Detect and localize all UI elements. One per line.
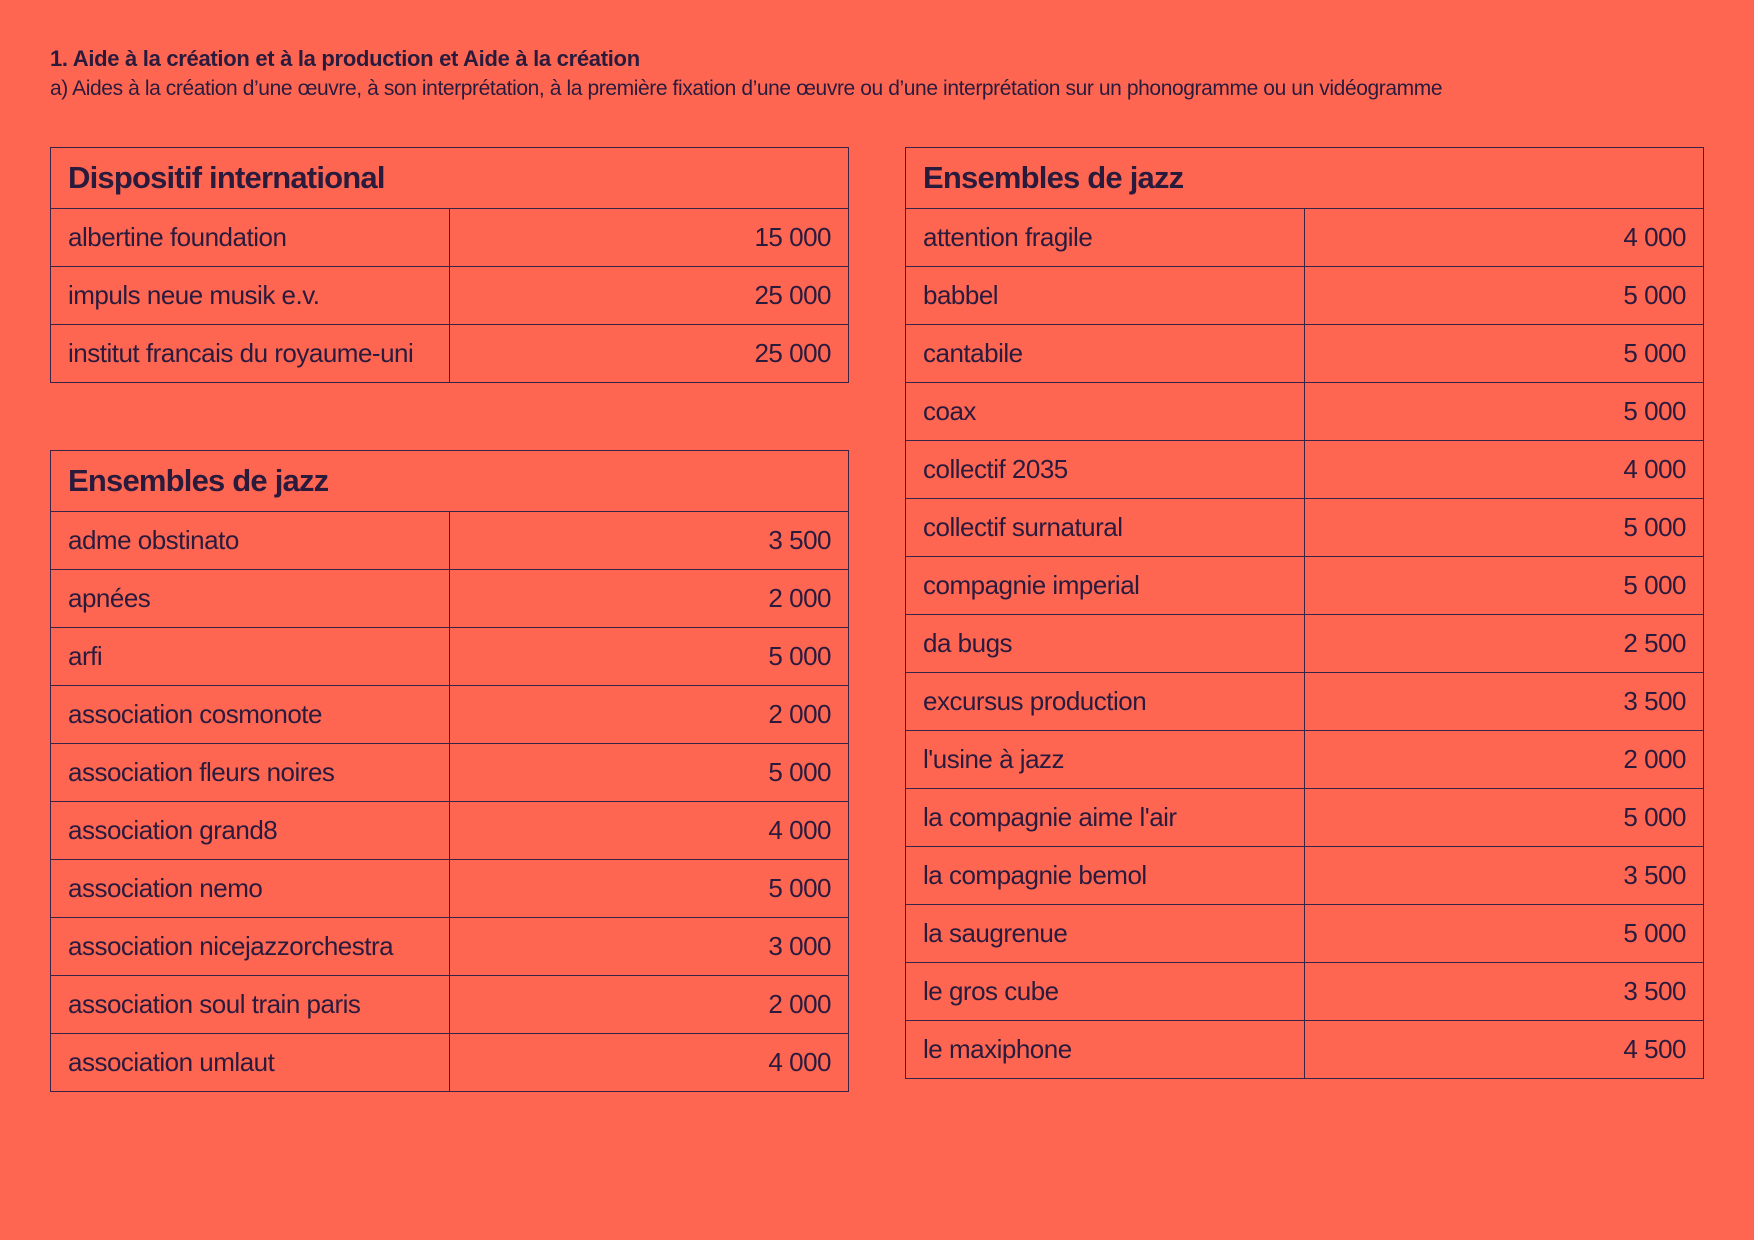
recipient-name: la compagnie bemol: [905, 846, 1305, 905]
table-row: la compagnie aime l'air 5 000: [905, 788, 1704, 847]
recipient-name: le maxiphone: [905, 1020, 1305, 1079]
recipient-name: association grand8: [50, 801, 450, 860]
table-row: collectif 2035 4 000: [905, 440, 1704, 499]
recipient-name: cantabile: [905, 324, 1305, 383]
grant-amount: 2 000: [449, 685, 849, 744]
grant-amount: 5 000: [1304, 266, 1704, 325]
grant-amount: 3 000: [449, 917, 849, 976]
table-row: association soul train paris 2 000: [50, 975, 849, 1034]
grant-amount: 2 000: [1304, 730, 1704, 789]
page-header: 1. Aide à la création et à la production…: [50, 44, 1710, 104]
table-row: association nicejazzorchestra 3 000: [50, 917, 849, 976]
table-row: excursus production 3 500: [905, 672, 1704, 731]
recipient-name: institut francais du royaume-uni: [50, 324, 450, 383]
table-row: le gros cube 3 500: [905, 962, 1704, 1021]
grant-amount: 5 000: [449, 627, 849, 686]
grant-amount: 5 000: [1304, 904, 1704, 963]
recipient-name: adme obstinato: [50, 511, 450, 570]
grant-amount: 25 000: [449, 266, 849, 325]
grant-amount: 5 000: [1304, 788, 1704, 847]
grant-amount: 5 000: [1304, 382, 1704, 441]
table-row: association nemo 5 000: [50, 859, 849, 918]
grant-amount: 4 000: [1304, 208, 1704, 267]
table-row: impuls neue musik e.v. 25 000: [50, 266, 849, 325]
recipient-name: da bugs: [905, 614, 1305, 673]
table-row: institut francais du royaume-uni 25 000: [50, 324, 849, 383]
table-row: arfi 5 000: [50, 627, 849, 686]
table-row: babbel 5 000: [905, 266, 1704, 325]
grant-amount: 15 000: [449, 208, 849, 267]
table-row: cantabile 5 000: [905, 324, 1704, 383]
table-row: coax 5 000: [905, 382, 1704, 441]
recipient-name: albertine foundation: [50, 208, 450, 267]
table-row: la compagnie bemol 3 500: [905, 846, 1704, 905]
table-header-row: Dispositif international: [50, 147, 849, 209]
grant-amount: 4 500: [1304, 1020, 1704, 1079]
grant-amount: 5 000: [1304, 324, 1704, 383]
recipient-name: coax: [905, 382, 1305, 441]
table-row: compagnie imperial 5 000: [905, 556, 1704, 615]
table-ensembles-de-jazz-left: Ensembles de jazz adme obstinato 3 500 apn…: [50, 450, 849, 1092]
table-header-row: Ensembles de jazz: [50, 450, 849, 512]
grant-amount: 5 000: [1304, 556, 1704, 615]
grant-amount: 3 500: [1304, 672, 1704, 731]
grant-amount: 2 000: [449, 569, 849, 628]
recipient-name: association cosmonote: [50, 685, 450, 744]
table-row: attention fragile 4 000: [905, 208, 1704, 267]
recipient-name: association soul train paris: [50, 975, 450, 1034]
grant-amount: 4 000: [449, 801, 849, 860]
recipient-name: association nicejazzorchestra: [50, 917, 450, 976]
table-title: Dispositif international: [50, 147, 849, 209]
table-row: da bugs 2 500: [905, 614, 1704, 673]
recipient-name: la compagnie aime l'air: [905, 788, 1305, 847]
section-title: 1. Aide à la création et à la production…: [50, 46, 640, 71]
recipient-name: le gros cube: [905, 962, 1305, 1021]
grant-amount: 3 500: [1304, 962, 1704, 1021]
table-row: association fleurs noires 5 000: [50, 743, 849, 802]
recipient-name: l'usine à jazz: [905, 730, 1305, 789]
table-title: Ensembles de jazz: [905, 147, 1704, 209]
grant-amount: 4 000: [1304, 440, 1704, 499]
recipient-name: collectif 2035: [905, 440, 1305, 499]
grant-amount: 4 000: [449, 1033, 849, 1092]
recipient-name: la saugrenue: [905, 904, 1305, 963]
grant-amount: 3 500: [1304, 846, 1704, 905]
grant-amount: 2 000: [449, 975, 849, 1034]
table-row: association cosmonote 2 000: [50, 685, 849, 744]
table-ensembles-de-jazz-right: Ensembles de jazz attention fragile 4 000…: [905, 147, 1704, 1079]
grant-amount: 5 000: [449, 743, 849, 802]
table-row: la saugrenue 5 000: [905, 904, 1704, 963]
grant-amount: 5 000: [1304, 498, 1704, 557]
recipient-name: impuls neue musik e.v.: [50, 266, 450, 325]
section-subtitle: a) Aides à la création d’une œuvre, à so…: [50, 77, 1443, 100]
table-row: le maxiphone 4 500: [905, 1020, 1704, 1079]
table-row: association umlaut 4 000: [50, 1033, 849, 1092]
recipient-name: compagnie imperial: [905, 556, 1305, 615]
recipient-name: association umlaut: [50, 1033, 450, 1092]
recipient-name: babbel: [905, 266, 1305, 325]
recipient-name: association nemo: [50, 859, 450, 918]
table-title: Ensembles de jazz: [50, 450, 849, 512]
grant-amount: 5 000: [449, 859, 849, 918]
recipient-name: arfi: [50, 627, 450, 686]
recipient-name: apnées: [50, 569, 450, 628]
recipient-name: association fleurs noires: [50, 743, 450, 802]
table-dispositif-international: Dispositif international albertine found…: [50, 147, 849, 383]
recipient-name: attention fragile: [905, 208, 1305, 267]
table-row: l'usine à jazz 2 000: [905, 730, 1704, 789]
recipient-name: excursus production: [905, 672, 1305, 731]
recipient-name: collectif surnatural: [905, 498, 1305, 557]
table-row: apnées 2 000: [50, 569, 849, 628]
grant-amount: 2 500: [1304, 614, 1704, 673]
table-header-row: Ensembles de jazz: [905, 147, 1704, 209]
grant-amount: 25 000: [449, 324, 849, 383]
table-row: collectif surnatural 5 000: [905, 498, 1704, 557]
grant-amount: 3 500: [449, 511, 849, 570]
table-row: association grand8 4 000: [50, 801, 849, 860]
table-row: adme obstinato 3 500: [50, 511, 849, 570]
table-row: albertine foundation 15 000: [50, 208, 849, 267]
